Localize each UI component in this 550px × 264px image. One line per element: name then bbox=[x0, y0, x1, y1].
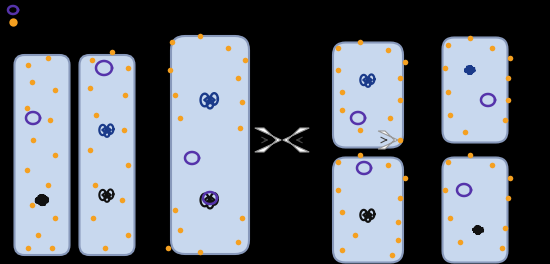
Polygon shape bbox=[255, 128, 281, 152]
FancyBboxPatch shape bbox=[333, 43, 403, 148]
FancyBboxPatch shape bbox=[443, 158, 508, 262]
FancyBboxPatch shape bbox=[14, 55, 69, 255]
Polygon shape bbox=[378, 131, 398, 149]
FancyBboxPatch shape bbox=[80, 55, 135, 255]
FancyBboxPatch shape bbox=[333, 158, 403, 262]
FancyBboxPatch shape bbox=[171, 36, 249, 254]
Polygon shape bbox=[283, 128, 309, 152]
FancyBboxPatch shape bbox=[443, 37, 508, 143]
